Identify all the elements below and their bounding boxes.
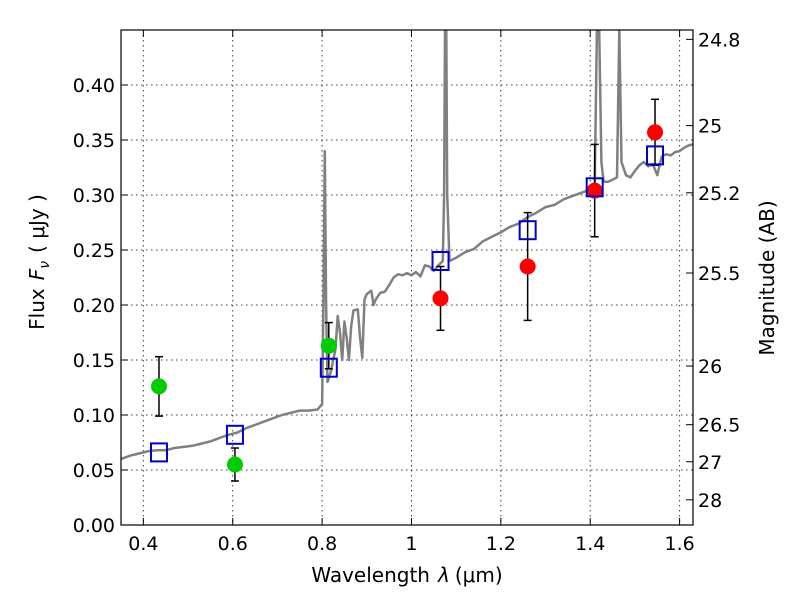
model-flux-square [646,145,665,166]
y2-tick-label: 26.5 [698,415,740,437]
y2-tick-label: 25 [698,116,722,138]
x-axis-label: Wavelength λ (μm) [311,563,502,587]
plot-frame [120,29,694,526]
photometry-point [586,182,603,199]
y2-tick-label: 26 [698,356,722,378]
photometry-point [519,258,536,275]
y-tick-label: 0.05 [73,460,115,482]
markers [149,124,665,473]
grid [121,30,693,526]
plot-background [121,30,693,525]
photometry-point [150,378,167,395]
model-flux-square [431,251,450,271]
model-spectrum-line [121,30,693,461]
x-tick-label: 0.4 [128,533,158,555]
x-tick-label: 1.2 [486,533,516,555]
x-tick-label: 0.6 [218,533,248,555]
y-tick-label: 0.00 [73,515,115,537]
y2-tick-label: 25.5 [698,263,740,285]
y2-axis-label: Magnitude (AB) [755,200,779,355]
y-tick-label: 0.15 [73,350,115,372]
y2-tick-label: 27 [698,452,722,474]
y-tick-label: 0.30 [73,185,115,207]
y2-tick-label: 25.2 [698,183,740,205]
x-tick-label: 1.4 [575,533,605,555]
x-tick-label: 1.6 [664,533,694,555]
model-flux-square [585,177,604,198]
x-tick-label: 1 [405,533,417,555]
y-tick-label: 0.35 [73,130,115,152]
y-tick-label: 0.10 [73,405,115,427]
y2-tick-label: 24.8 [698,29,740,51]
y-tick-label: 0.40 [73,75,115,97]
photometry-point [432,290,449,307]
x-tick-label: 0.8 [307,533,337,555]
photometry-point [320,337,337,354]
model-flux-square [518,220,537,241]
model-flux-square [319,357,338,378]
axis-ticks [121,30,693,526]
tick-labels: 0.4 0.6 0.8 1 1.2 1.4 1.6 0.00 0.05 0.10 0.15 0.20 0… [73,29,741,555]
y-tick-label: 0.25 [73,240,115,262]
y-tick-label: 0.20 [73,295,115,317]
plot-area [121,30,693,461]
model-flux-square [225,424,244,445]
y2-tick-label: 28 [698,490,722,512]
model-flux-square [149,442,168,463]
photometry-point [226,456,243,473]
y-axis-label: FluxFν( μJy ) [25,194,53,330]
photometry-point [647,124,664,141]
